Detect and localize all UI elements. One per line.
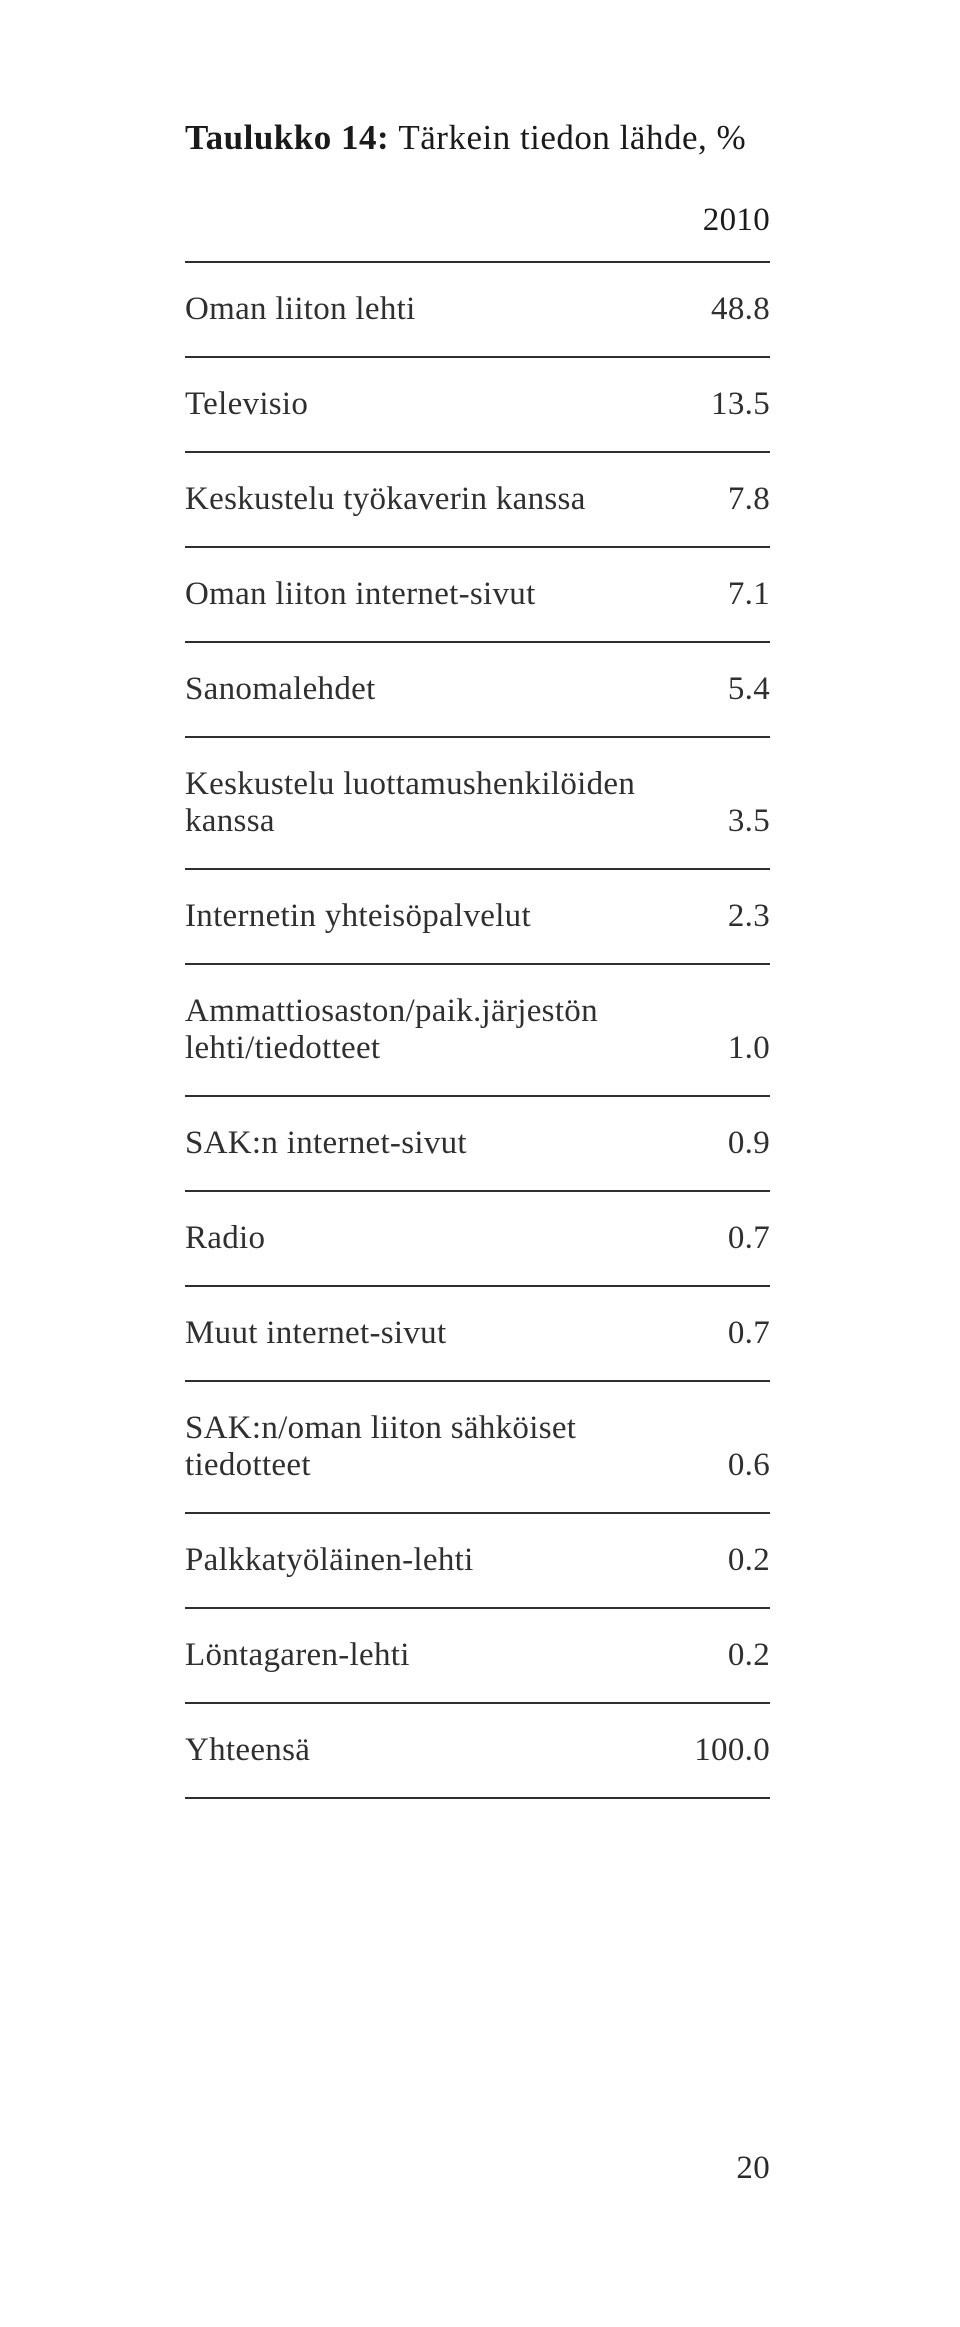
table-row: Keskustelu työkaverin kanssa 7.8	[185, 453, 770, 548]
table-row: Muut internet-sivut 0.7	[185, 1287, 770, 1382]
table-row: SAK:n internet-sivut 0.9	[185, 1097, 770, 1192]
row-value: 0.6	[680, 1447, 770, 1484]
table-row: Sanomalehdet 5.4	[185, 643, 770, 738]
table-row: Televisio 13.5	[185, 358, 770, 453]
row-value: 0.7	[680, 1315, 770, 1352]
row-label: SAK:n/oman liiton sähköiset tiedotteet	[185, 1410, 680, 1484]
title-bold: Taulukko 14:	[185, 118, 398, 157]
row-value: 3.5	[680, 803, 770, 840]
row-value: 7.8	[680, 481, 770, 518]
row-value: 13.5	[680, 386, 770, 423]
table-row: SAK:n/oman liiton sähköiset tiedotteet0.…	[185, 1382, 770, 1514]
table-header-row: 2010	[185, 202, 770, 263]
row-label: Keskustelu työkaverin kanssa	[185, 481, 586, 518]
document-page: Taulukko 14: Tärkein tiedon lähde, % 201…	[0, 0, 960, 2327]
page-number: 20	[736, 2150, 770, 2187]
row-value: 7.1	[680, 576, 770, 613]
row-value: 0.9	[680, 1125, 770, 1162]
row-label: Televisio	[185, 386, 308, 423]
table-row: Internetin yhteisöpalvelut 2.3	[185, 870, 770, 965]
table-row: Palkkatyöläinen-lehti 0.2	[185, 1514, 770, 1609]
row-label: Internetin yhteisöpalvelut	[185, 898, 531, 935]
row-value: 2.3	[680, 898, 770, 935]
table-row: Löntagaren-lehti 0.2	[185, 1609, 770, 1704]
table-title: Taulukko 14: Tärkein tiedon lähde, %	[185, 118, 770, 158]
row-label: Yhteensä	[185, 1732, 310, 1769]
row-label: Ammattiosaston/paik.järjestön lehti/tied…	[185, 993, 680, 1067]
row-value: 0.2	[680, 1637, 770, 1674]
row-label: Muut internet-sivut	[185, 1315, 446, 1352]
table-body: Oman liiton lehti 48.8 Televisio 13.5 Keskus…	[185, 263, 770, 1799]
row-label: Radio	[185, 1220, 265, 1257]
row-label: Oman liiton lehti	[185, 291, 416, 328]
table-row: Oman liiton lehti 48.8	[185, 263, 770, 358]
row-value: 1.0	[680, 1030, 770, 1067]
row-value: 0.2	[680, 1542, 770, 1579]
table-row: Ammattiosaston/paik.järjestön lehti/tied…	[185, 965, 770, 1097]
row-label: Sanomalehdet	[185, 671, 376, 708]
table-row: Oman liiton internet-sivut 7.1	[185, 548, 770, 643]
row-value: 100.0	[680, 1732, 770, 1769]
row-value: 48.8	[680, 291, 770, 328]
row-label: SAK:n internet-sivut	[185, 1125, 467, 1162]
table-row: Keskustelu luottamushenkilöiden kanssa3.…	[185, 738, 770, 870]
row-value: 0.7	[680, 1220, 770, 1257]
row-label: Palkkatyöläinen-lehti	[185, 1542, 474, 1579]
row-value: 5.4	[680, 671, 770, 708]
row-label: Oman liiton internet-sivut	[185, 576, 536, 613]
column-header-year: 2010	[703, 202, 770, 239]
data-table: 2010 Oman liiton lehti 48.8 Televisio 13.5 K…	[185, 202, 770, 1799]
row-label: Löntagaren-lehti	[185, 1637, 410, 1674]
table-row: Yhteensä 100.0	[185, 1704, 770, 1799]
table-row: Radio 0.7	[185, 1192, 770, 1287]
title-rest: Tärkein tiedon lähde, %	[398, 118, 746, 157]
row-label: Keskustelu luottamushenkilöiden kanssa	[185, 766, 680, 840]
